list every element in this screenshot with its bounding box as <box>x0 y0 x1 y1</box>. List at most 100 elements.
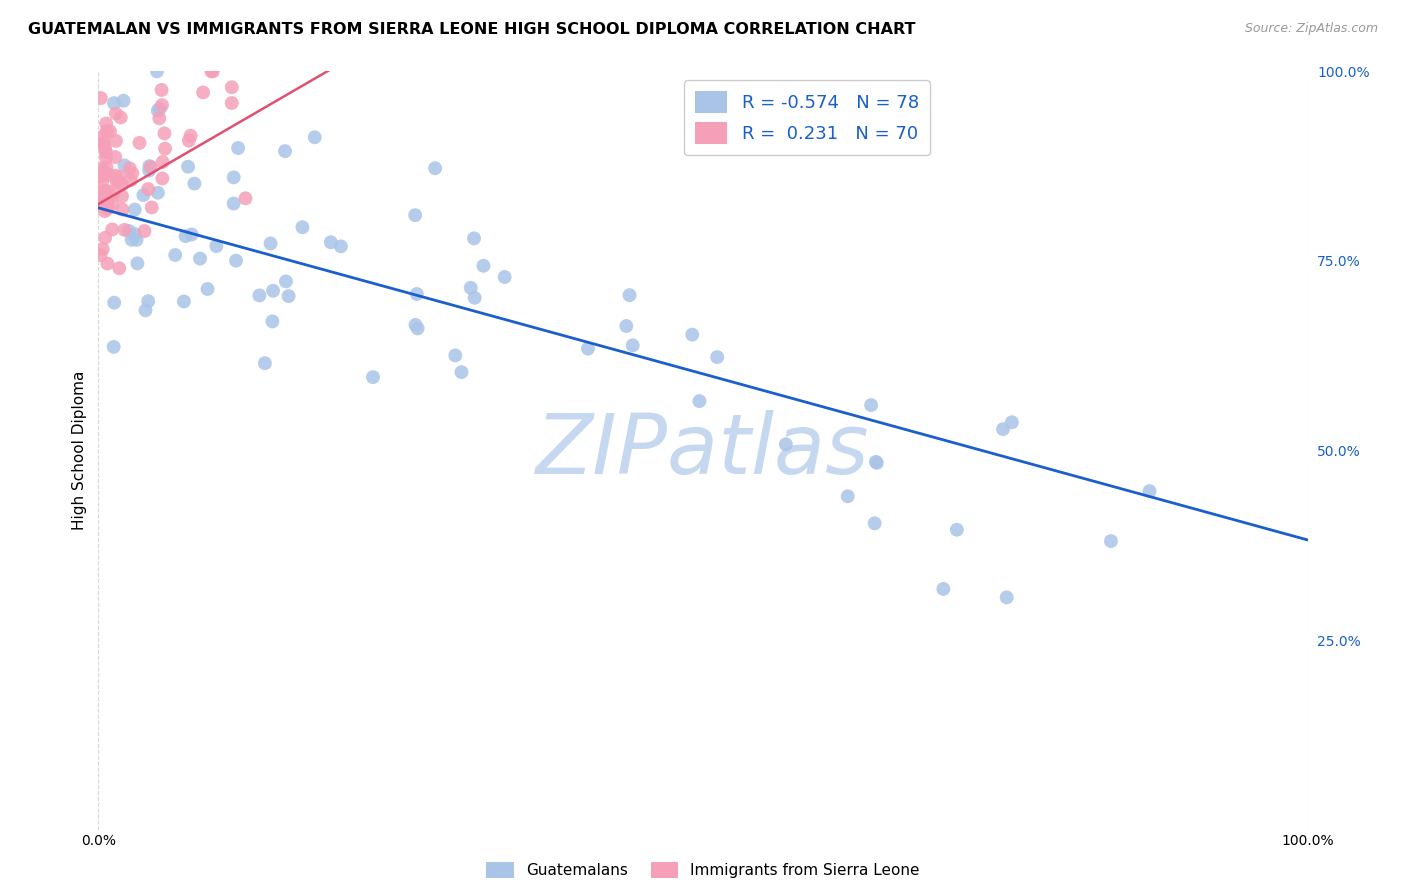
Point <box>90 169 112 184</box>
Point <box>96 160 118 174</box>
Point <box>124 202 146 217</box>
Point <box>90 248 112 262</box>
Point <box>146 186 169 200</box>
Point <box>105 175 128 189</box>
Text: GUATEMALAN VS IMMIGRANTS FROM SIERRA LEONE HIGH SCHOOL DIPLOMA CORRELATION CHART: GUATEMALAN VS IMMIGRANTS FROM SIERRA LEO… <box>28 22 915 37</box>
Point <box>688 394 710 409</box>
Legend: Guatemalans, Immigrants from Sierra Leone: Guatemalans, Immigrants from Sierra Leon… <box>479 856 927 884</box>
Point <box>991 422 1014 436</box>
Point <box>619 288 641 302</box>
Point <box>150 171 173 186</box>
Point <box>405 318 427 332</box>
Point <box>93 190 115 204</box>
Point <box>94 145 117 159</box>
Point <box>103 295 125 310</box>
Point <box>174 229 197 244</box>
Point <box>259 236 281 251</box>
Point <box>138 159 160 173</box>
Point <box>1139 484 1161 499</box>
Point <box>197 282 219 296</box>
Point <box>253 356 276 370</box>
Point <box>706 350 728 364</box>
Point <box>274 144 297 158</box>
Point <box>614 318 637 333</box>
Point <box>860 398 883 412</box>
Legend: R = -0.574   N = 78, R =  0.231   N = 70: R = -0.574 N = 78, R = 0.231 N = 70 <box>685 80 929 155</box>
Point <box>188 252 211 266</box>
Text: Source: ZipAtlas.com: Source: ZipAtlas.com <box>1244 22 1378 36</box>
Point <box>621 338 644 352</box>
Point <box>361 370 384 384</box>
Point <box>274 274 297 288</box>
Point <box>110 111 132 125</box>
Point <box>460 281 482 295</box>
Point <box>146 103 169 118</box>
Point <box>134 224 156 238</box>
Point <box>173 294 195 309</box>
Point <box>96 256 118 270</box>
Point <box>153 142 176 156</box>
Point <box>863 516 886 531</box>
Point <box>132 188 155 202</box>
Point <box>450 365 472 379</box>
Point <box>112 94 135 108</box>
Point <box>90 91 112 105</box>
Point <box>101 222 124 236</box>
Point <box>94 231 117 245</box>
Point <box>262 284 284 298</box>
Point <box>141 201 163 215</box>
Point <box>114 223 136 237</box>
Point <box>464 291 486 305</box>
Point <box>139 160 162 174</box>
Point <box>111 178 134 192</box>
Point <box>180 227 202 242</box>
Point <box>165 248 187 262</box>
Point <box>121 166 143 180</box>
Point <box>91 174 114 188</box>
Point <box>94 145 117 160</box>
Point <box>150 98 173 112</box>
Point <box>107 174 129 188</box>
Point <box>247 288 270 302</box>
Point <box>103 340 125 354</box>
Point <box>90 194 112 209</box>
Point <box>177 134 200 148</box>
Point <box>103 96 125 111</box>
Point <box>108 261 131 276</box>
Point <box>94 166 117 180</box>
Point <box>423 161 446 176</box>
Point <box>111 189 134 203</box>
Point <box>104 150 127 164</box>
Point <box>94 141 117 155</box>
Point <box>89 192 111 206</box>
Point <box>114 158 136 172</box>
Point <box>405 287 427 301</box>
Point <box>304 130 326 145</box>
Point <box>97 184 120 198</box>
Point <box>995 591 1018 605</box>
Point <box>183 177 205 191</box>
Point <box>222 196 245 211</box>
Point <box>319 235 342 250</box>
Point <box>98 124 121 138</box>
Point <box>226 141 249 155</box>
Point <box>120 173 142 187</box>
Point <box>149 102 172 116</box>
Point <box>866 456 889 470</box>
Point <box>91 185 114 199</box>
Point <box>191 86 214 100</box>
Point <box>221 80 243 95</box>
Point <box>118 224 141 238</box>
Point <box>932 582 955 596</box>
Point <box>262 314 284 328</box>
Point <box>138 163 160 178</box>
Point <box>681 327 703 342</box>
Point <box>108 169 131 184</box>
Point <box>406 321 429 335</box>
Point <box>97 202 120 216</box>
Point <box>444 348 467 362</box>
Point <box>118 161 141 176</box>
Point <box>104 106 127 120</box>
Point <box>97 199 120 213</box>
Point <box>121 233 143 247</box>
